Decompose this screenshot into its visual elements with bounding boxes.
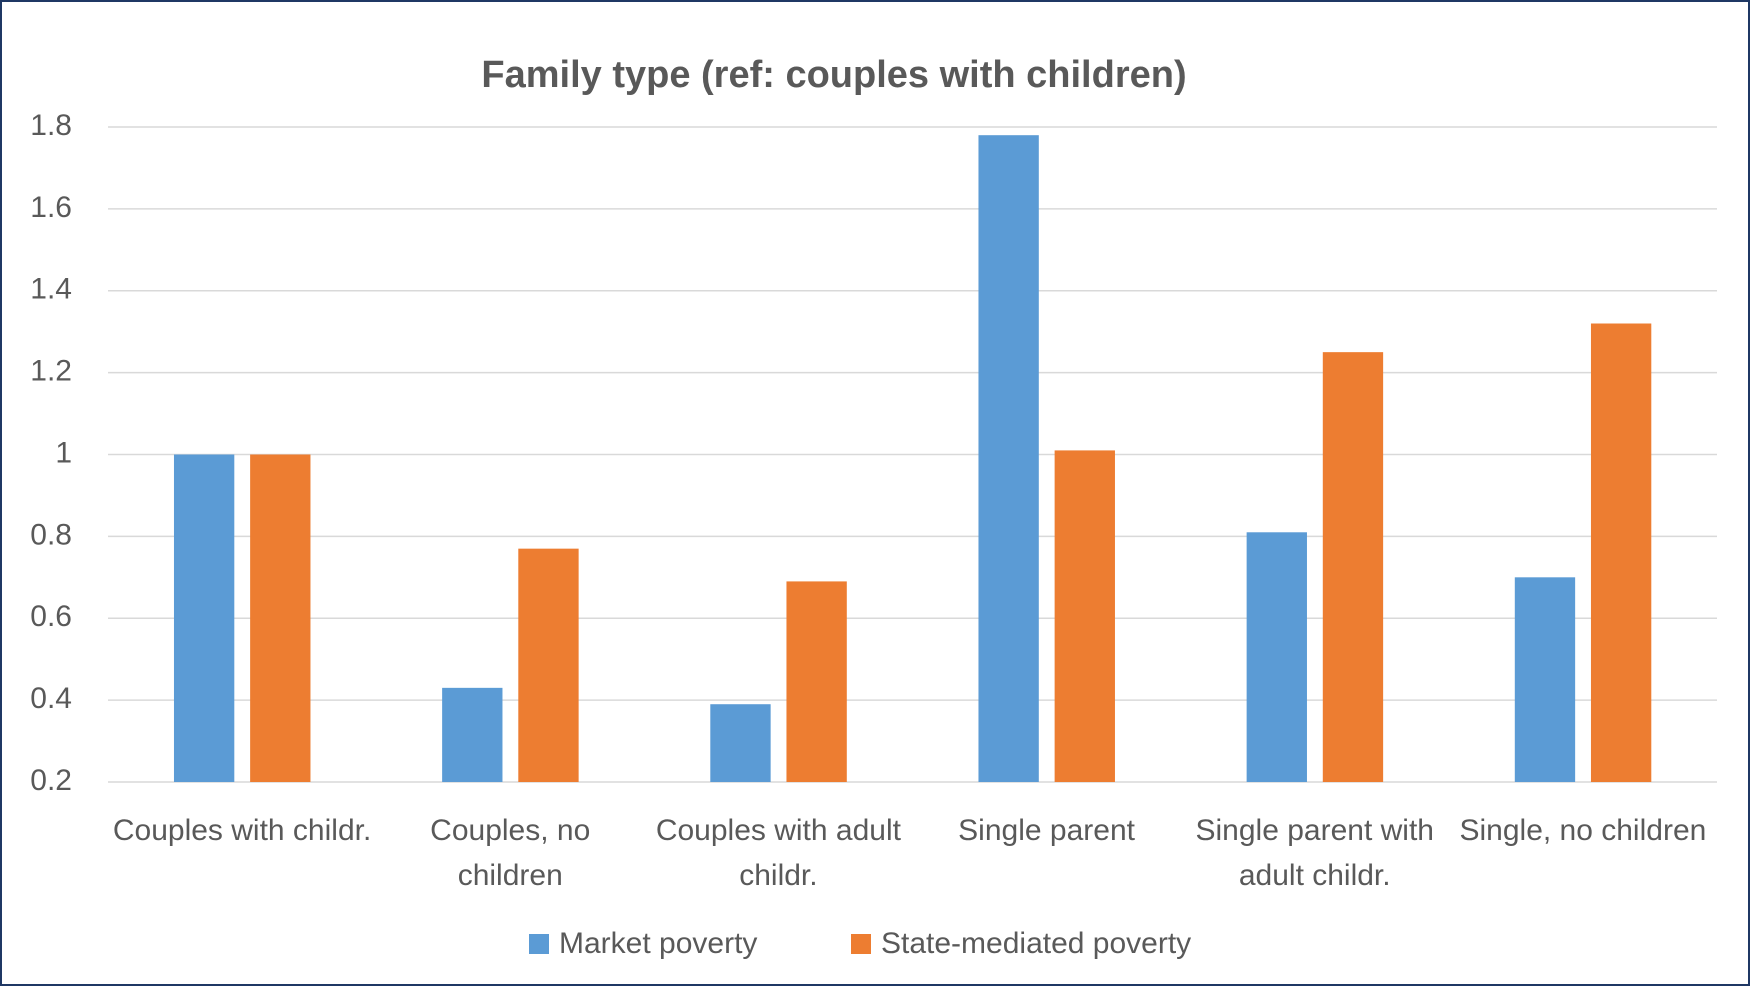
bar xyxy=(1322,352,1384,782)
bar xyxy=(1514,577,1576,782)
legend-label: State-mediated poverty xyxy=(881,927,1191,960)
legend-label: Market poverty xyxy=(559,927,757,960)
bar xyxy=(1590,323,1652,782)
y-tick-label: 1.4 xyxy=(30,273,72,306)
x-tick-label: Couples with adult childr. xyxy=(655,814,901,892)
bar xyxy=(442,687,503,782)
y-tick-label: 0.8 xyxy=(30,518,72,551)
bar xyxy=(786,581,847,782)
bar xyxy=(173,454,235,782)
bar xyxy=(978,135,1039,782)
x-tick-label: Single parent with adult childr. xyxy=(1195,814,1434,892)
bar xyxy=(1246,532,1307,782)
y-tick-label: 1.2 xyxy=(30,355,72,388)
bar xyxy=(250,454,311,782)
y-tick-label: 1.6 xyxy=(30,191,72,224)
y-tick-label: 1 xyxy=(55,436,72,469)
x-tick-label: Couples, no children xyxy=(430,814,591,892)
y-tick-label: 0.6 xyxy=(30,600,72,633)
y-tick-label: 0.2 xyxy=(30,764,72,797)
bar xyxy=(518,548,579,782)
x-tick-label: Single parent xyxy=(958,814,1135,847)
bar xyxy=(1054,450,1115,782)
legend-swatch xyxy=(529,934,549,954)
x-tick-label: Couples with childr. xyxy=(112,814,372,847)
y-tick-label: 1.8 xyxy=(30,109,72,142)
y-tick-label: 0.4 xyxy=(30,682,72,715)
legend-swatch xyxy=(851,934,871,954)
chart-title: Family type (ref: couples with children) xyxy=(481,54,1186,96)
x-tick-label: Single, no children xyxy=(1459,814,1707,847)
bar xyxy=(710,704,771,782)
